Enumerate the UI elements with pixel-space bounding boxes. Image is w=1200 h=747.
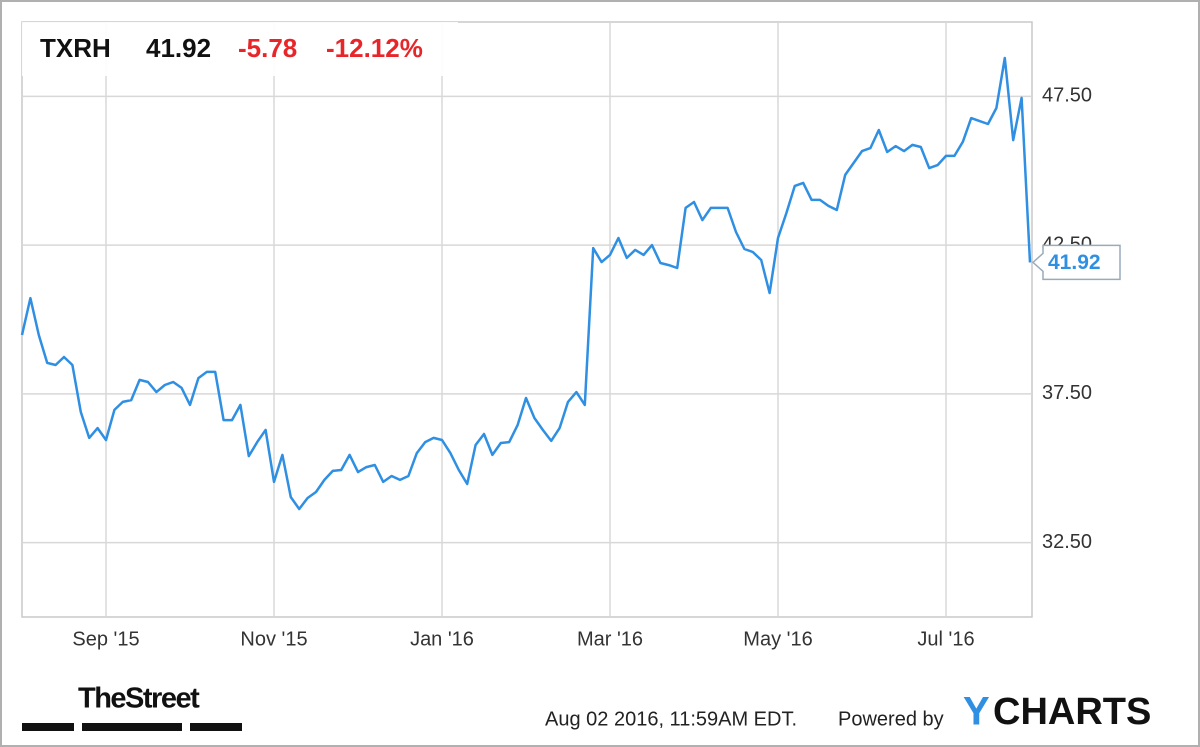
y-tick-label: 37.50 bbox=[1042, 382, 1092, 404]
brand-rest: CHARTS bbox=[993, 691, 1151, 733]
ticker: TXRH bbox=[40, 33, 111, 63]
timestamp: Aug 02 2016, 11:59AM EDT. bbox=[545, 708, 797, 730]
last-value-label: 41.92 bbox=[1048, 251, 1101, 274]
x-tick-label: Jan '16 bbox=[410, 628, 474, 650]
price-line bbox=[20, 56, 1032, 511]
header-box bbox=[22, 22, 458, 76]
change-pct: -12.12% bbox=[326, 33, 423, 63]
x-tick-label: Sep '15 bbox=[72, 628, 139, 650]
logo-bar bbox=[22, 723, 74, 731]
x-tick-label: May '16 bbox=[743, 628, 812, 650]
brand-y: Y bbox=[963, 690, 990, 734]
y-tick-label: 32.50 bbox=[1042, 531, 1092, 553]
grid bbox=[22, 22, 1032, 617]
x-tick-label: Jul '16 bbox=[917, 628, 974, 650]
plot-area bbox=[21, 21, 1033, 618]
y-tick-label: 47.50 bbox=[1042, 85, 1092, 107]
lines bbox=[20, 56, 1032, 511]
x-tick-label: Mar '16 bbox=[577, 628, 643, 650]
value-label-box bbox=[1031, 244, 1121, 281]
powered-by: Powered by bbox=[838, 708, 944, 730]
logo-bar bbox=[190, 723, 242, 731]
x-tick-label: Nov '15 bbox=[240, 628, 307, 650]
price: 41.92 bbox=[146, 33, 211, 63]
source-logo: TheStreet bbox=[78, 683, 200, 715]
logo-bar bbox=[82, 723, 182, 731]
change: -5.78 bbox=[238, 33, 297, 63]
